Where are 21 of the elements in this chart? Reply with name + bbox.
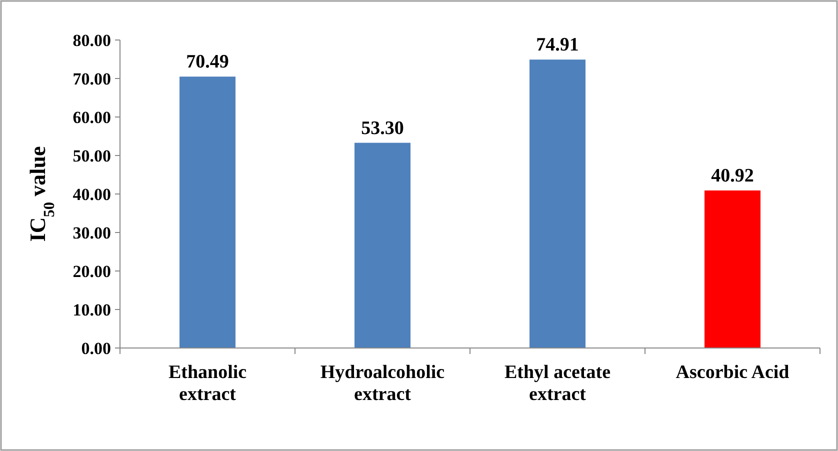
data-label: 74.91 bbox=[536, 34, 579, 56]
y-tick-label: 40.00 bbox=[72, 184, 111, 204]
bar bbox=[354, 142, 410, 348]
data-label: 70.49 bbox=[186, 52, 229, 73]
y-tick-label: 80.00 bbox=[72, 30, 111, 50]
y-tick-label: 10.00 bbox=[72, 300, 111, 320]
x-tick-label: Ascorbic Acid bbox=[676, 362, 790, 383]
y-tick-label: 0.00 bbox=[81, 338, 111, 358]
y-tick-label: 70.00 bbox=[72, 69, 111, 88]
y-tick-label: 20.00 bbox=[72, 262, 111, 281]
y-tick-label: 30.00 bbox=[72, 223, 111, 242]
bar bbox=[180, 76, 236, 348]
y-tick-label: 50.00 bbox=[72, 146, 111, 166]
data-label: 40.92 bbox=[711, 165, 754, 186]
x-tick-label: Ethanolic extract bbox=[168, 362, 247, 405]
x-tick-label: Ethyl acetate extract bbox=[504, 362, 611, 405]
data-label: 53.30 bbox=[361, 118, 404, 139]
bar bbox=[704, 190, 760, 348]
x-tick-label: Hydroalcoholic extract bbox=[320, 362, 445, 405]
bar bbox=[530, 60, 586, 348]
y-tick-label: 60.00 bbox=[72, 108, 111, 127]
